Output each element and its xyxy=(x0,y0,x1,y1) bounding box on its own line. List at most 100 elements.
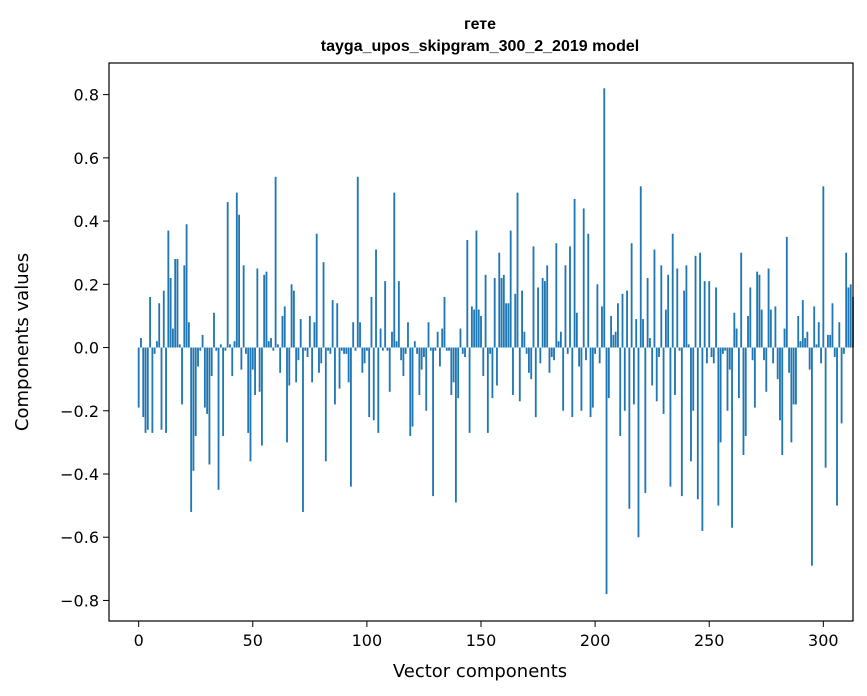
bar-209 xyxy=(614,331,617,348)
bar-180 xyxy=(548,347,551,373)
bar-269 xyxy=(751,347,754,361)
bar-182 xyxy=(553,347,555,361)
bar-221 xyxy=(642,319,644,348)
y-tick-label: −0.2 xyxy=(60,402,99,421)
bar-83 xyxy=(327,347,330,351)
bar-9 xyxy=(158,303,161,348)
bar-95 xyxy=(354,347,357,351)
bar-85 xyxy=(331,300,334,348)
bar-259 xyxy=(728,347,731,370)
x-axis-ticks: 0 50 100 150 200 250 300 xyxy=(134,621,839,650)
bar-283 xyxy=(783,328,786,348)
bar-68 xyxy=(292,290,295,348)
bar-73 xyxy=(304,347,307,351)
bar-187 xyxy=(564,265,567,348)
bar-224 xyxy=(648,338,651,348)
bar-301 xyxy=(824,347,827,468)
bar-106 xyxy=(379,328,382,348)
bar-89 xyxy=(340,347,343,351)
bar-17 xyxy=(176,259,179,348)
bar-5 xyxy=(149,296,151,348)
bar-131 xyxy=(436,331,439,348)
bar-81 xyxy=(322,262,325,348)
bar-262 xyxy=(735,328,738,348)
bar-146 xyxy=(470,306,473,348)
bar-280 xyxy=(776,347,779,380)
bar-33 xyxy=(213,312,215,348)
bar-39 xyxy=(226,202,229,348)
bar-197 xyxy=(587,233,590,348)
bar-249 xyxy=(706,347,708,364)
bar-24 xyxy=(192,347,195,471)
bar-29 xyxy=(203,347,206,408)
bar-173 xyxy=(532,246,535,348)
bar-157 xyxy=(496,347,498,386)
bar-117 xyxy=(404,347,407,354)
bar-27 xyxy=(199,347,202,351)
bar-87 xyxy=(336,303,339,348)
bar-254 xyxy=(717,347,720,506)
bar-213 xyxy=(623,347,626,411)
bar-223 xyxy=(646,277,649,348)
x-tick-label: 50 xyxy=(243,631,263,650)
bar-109 xyxy=(386,347,389,351)
bar-138 xyxy=(452,347,455,383)
y-axis-ticks: −0.8 −0.6 −0.4 −0.2 0.0 0.2 0.4 0.6 0.8 xyxy=(60,86,109,610)
x-tick-label: 300 xyxy=(808,631,839,650)
bar-305 xyxy=(833,347,836,358)
bar-66 xyxy=(288,347,291,386)
bar-115 xyxy=(400,347,403,361)
bar-136 xyxy=(448,347,450,351)
bar-236 xyxy=(676,268,679,348)
bar-219 xyxy=(637,347,640,538)
bar-256 xyxy=(722,347,724,354)
bar-149 xyxy=(477,309,480,348)
bar-41 xyxy=(231,347,234,376)
bar-272 xyxy=(758,274,761,348)
bar-206 xyxy=(607,347,610,399)
bar-53 xyxy=(258,347,261,392)
bar-162 xyxy=(507,303,510,348)
bar-212 xyxy=(621,293,624,348)
bar-51 xyxy=(254,347,256,395)
bar-205 xyxy=(605,347,608,595)
bar-266 xyxy=(744,347,747,437)
bar-120 xyxy=(411,347,414,427)
bar-230 xyxy=(662,347,665,414)
bar-144 xyxy=(466,240,469,348)
bar-134 xyxy=(443,296,446,348)
bar-59 xyxy=(272,347,275,351)
bar-240 xyxy=(685,265,688,348)
bar-80 xyxy=(320,347,323,364)
bar-71 xyxy=(299,319,302,348)
bar-114 xyxy=(397,281,400,348)
bar-214 xyxy=(626,290,628,348)
bar-76 xyxy=(311,347,314,383)
bar-23 xyxy=(190,347,193,512)
bar-45 xyxy=(240,347,243,370)
x-tick-label: 250 xyxy=(694,631,725,650)
x-tick-label: 150 xyxy=(466,631,497,650)
bar-65 xyxy=(286,347,288,443)
bar-110 xyxy=(388,347,391,392)
bar-185 xyxy=(559,331,562,348)
bar-44 xyxy=(238,214,240,348)
bar-14 xyxy=(169,277,172,348)
bar-79 xyxy=(318,347,320,373)
bar-77 xyxy=(313,322,316,348)
bar-78 xyxy=(315,233,318,348)
bar-20 xyxy=(183,265,186,348)
bar-248 xyxy=(703,281,706,348)
bar-294 xyxy=(808,347,811,370)
bars-group xyxy=(137,88,854,595)
bar-26 xyxy=(197,347,199,367)
bar-67 xyxy=(290,284,293,348)
bar-143 xyxy=(464,347,466,358)
bar-228 xyxy=(658,347,660,358)
bar-90 xyxy=(343,347,345,354)
bar-3 xyxy=(144,347,147,433)
bar-271 xyxy=(756,271,759,348)
bar-88 xyxy=(338,347,341,389)
bar-108 xyxy=(384,281,387,348)
bar-22 xyxy=(187,322,190,348)
